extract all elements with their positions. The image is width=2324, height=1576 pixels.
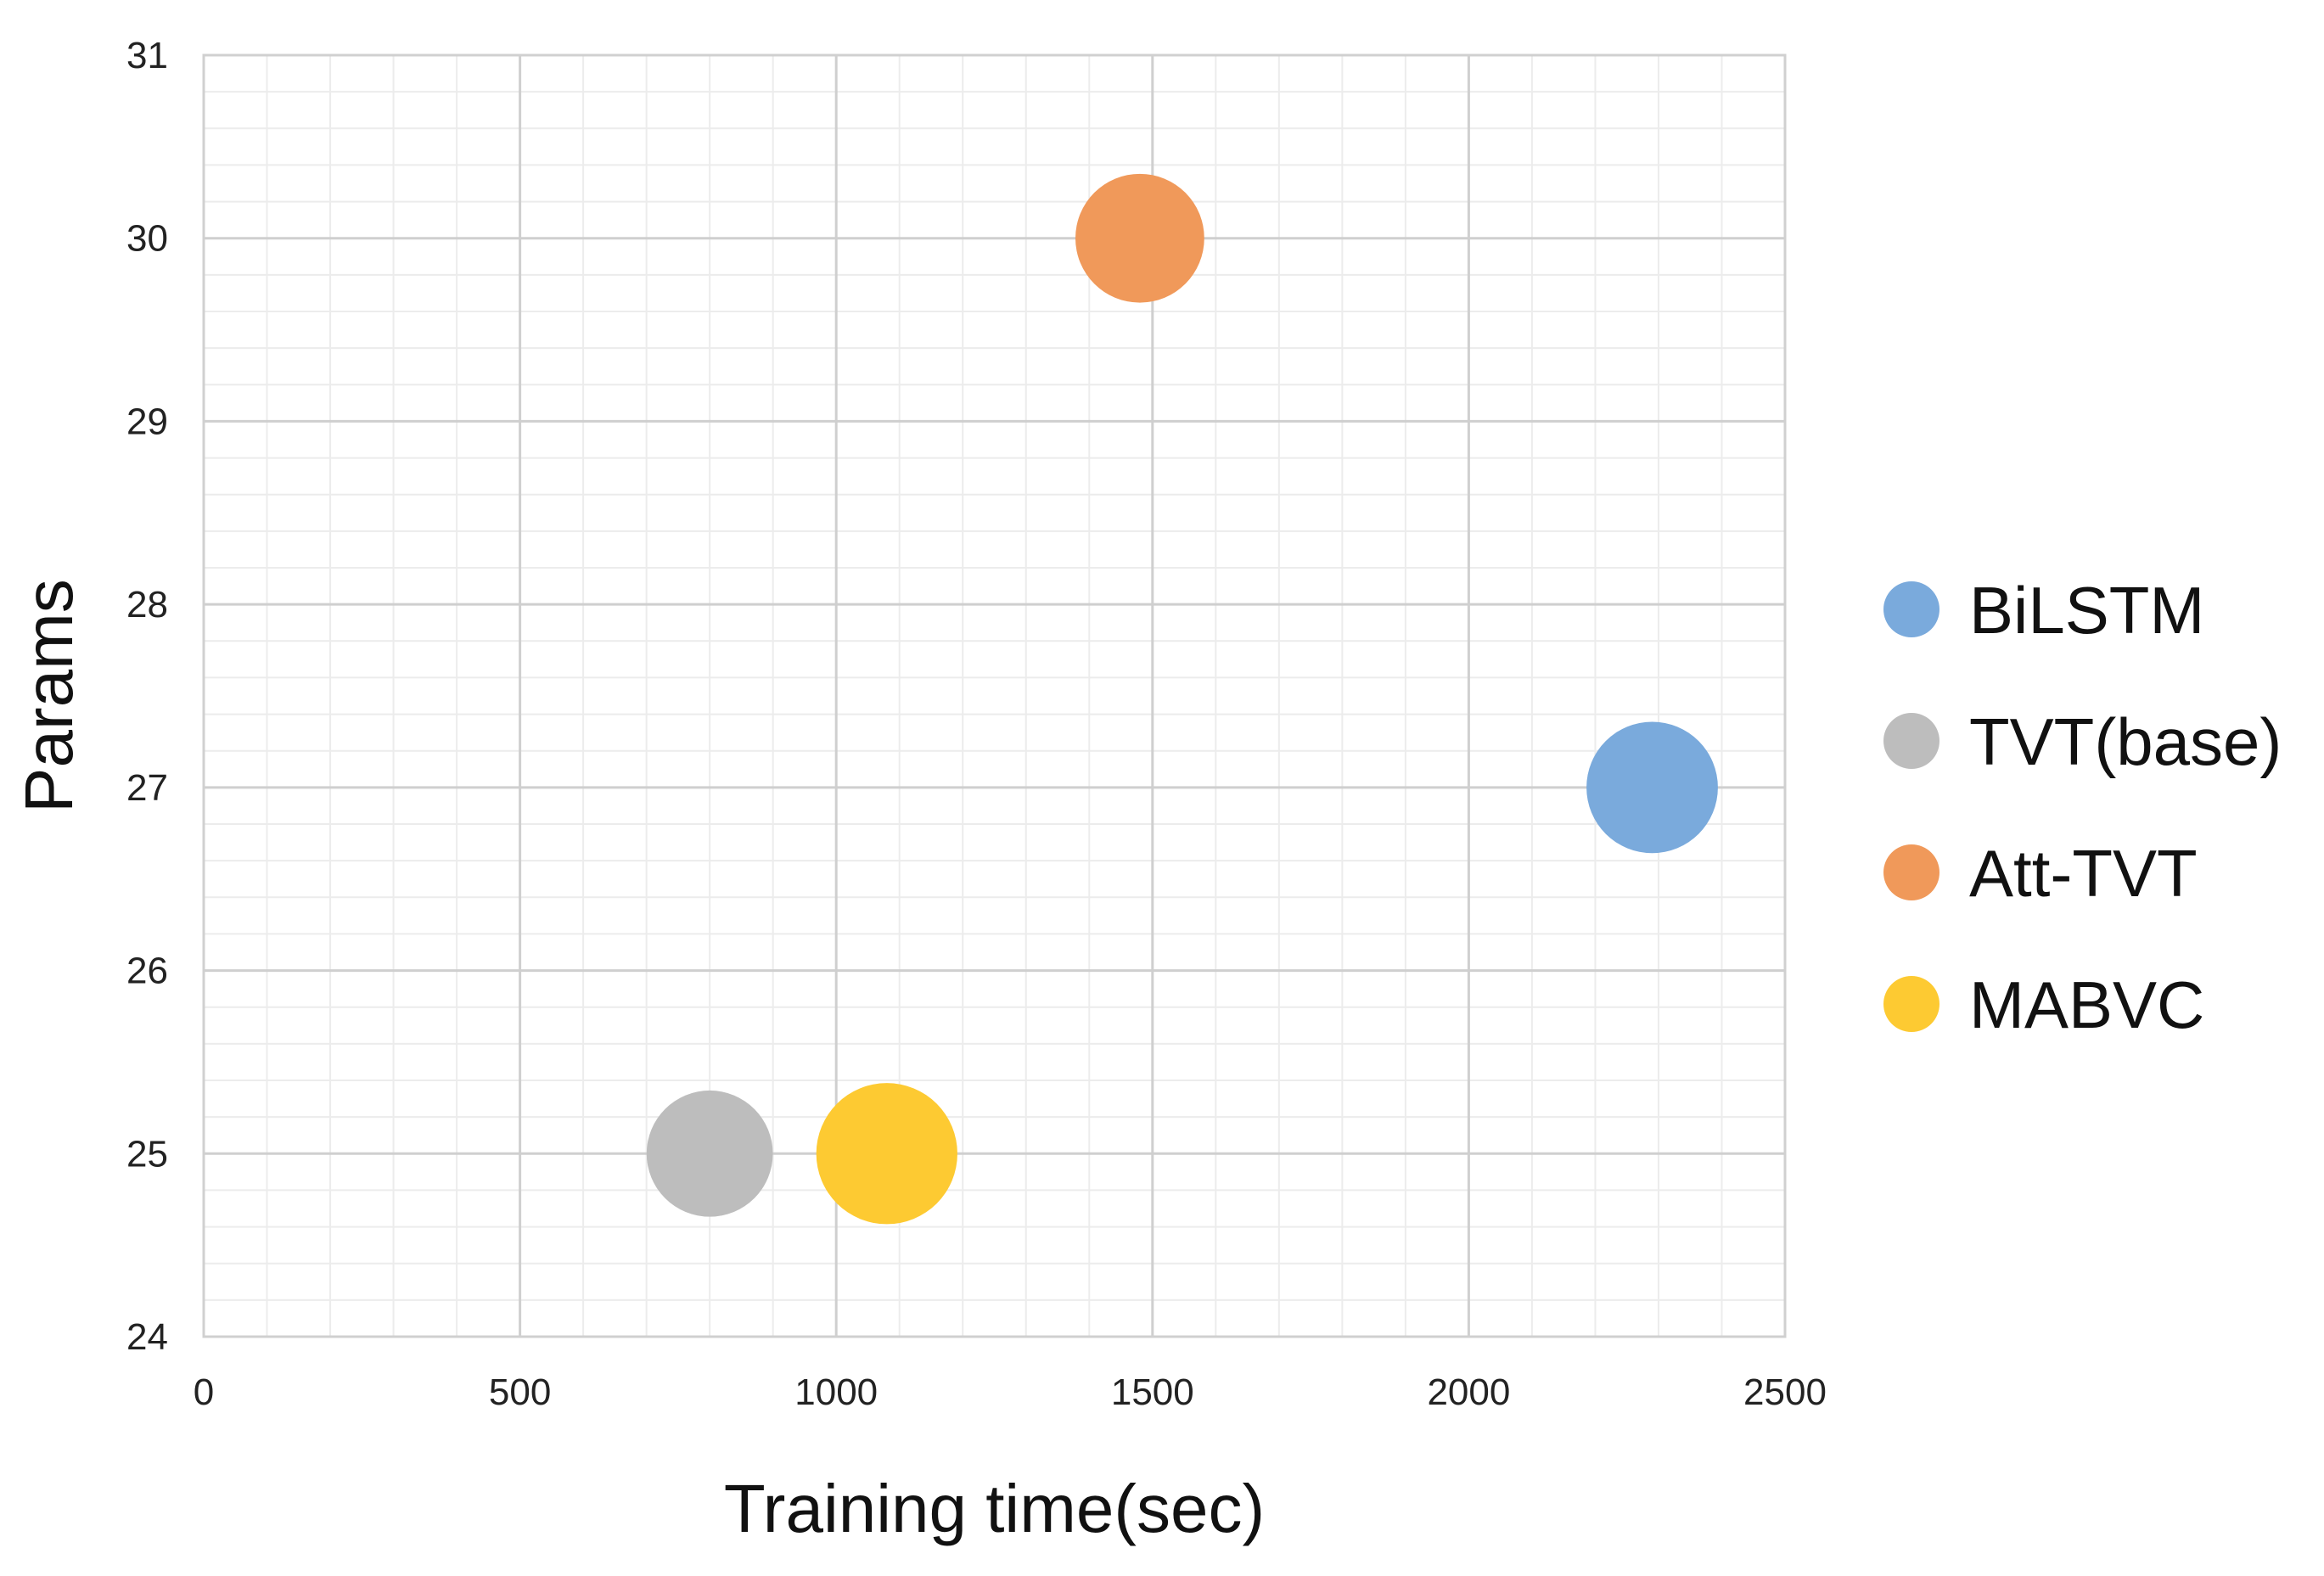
x-tick-label: 2500 [1743,1371,1827,1413]
y-tick-label: 27 [126,767,168,809]
x-tick-label: 1000 [794,1371,878,1413]
bubble-att-tvt [1075,173,1204,303]
y-tick-label: 30 [126,218,168,260]
legend-item: BiLSTM [1883,573,2204,648]
bubble-series [646,173,1718,1225]
legend-label: MABVC [1969,967,2204,1042]
legend-marker [1883,976,1939,1032]
bubble-tvt-base [646,1090,773,1217]
y-tick-label: 26 [126,951,168,992]
y-tick-label: 31 [126,35,168,76]
legend-marker [1883,581,1939,637]
bubble-mabvc [816,1083,957,1225]
legend-marker [1883,844,1939,900]
bubble-bilstm [1586,721,1718,854]
y-tick-label: 24 [126,1316,168,1358]
legend-label: TVT(base) [1969,704,2282,779]
y-axis-ticks: 24 25 26 27 28 29 30 31 [126,35,168,1358]
x-axis-title: Training time(sec) [724,1471,1265,1546]
x-tick-label: 0 [194,1371,214,1413]
y-axis-title: Params [11,579,87,813]
plot-border [202,53,1787,1338]
legend-label: BiLSTM [1969,573,2204,648]
legend-item: TVT(base) [1883,704,2282,779]
y-tick-label: 28 [126,584,168,625]
legend-item: MABVC [1883,967,2204,1042]
legend-item: Att-TVT [1883,836,2198,911]
legend-label: Att-TVT [1969,836,2198,911]
legend: BiLSTM TVT(base) Att-TVT MABVC [1883,573,2282,1042]
x-axis-ticks: 0 500 1000 1500 2000 2500 [194,1371,1827,1413]
plot-area [204,55,1785,1337]
y-tick-label: 25 [126,1133,168,1175]
x-tick-label: 1500 [1111,1371,1194,1413]
x-tick-label: 2000 [1427,1371,1510,1413]
x-tick-label: 500 [489,1371,551,1413]
legend-marker [1883,713,1939,769]
y-tick-label: 29 [126,401,168,442]
